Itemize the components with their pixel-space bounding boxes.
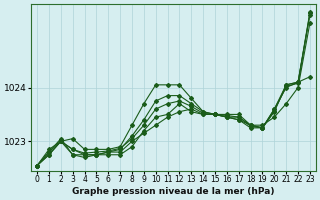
X-axis label: Graphe pression niveau de la mer (hPa): Graphe pression niveau de la mer (hPa) — [72, 187, 275, 196]
